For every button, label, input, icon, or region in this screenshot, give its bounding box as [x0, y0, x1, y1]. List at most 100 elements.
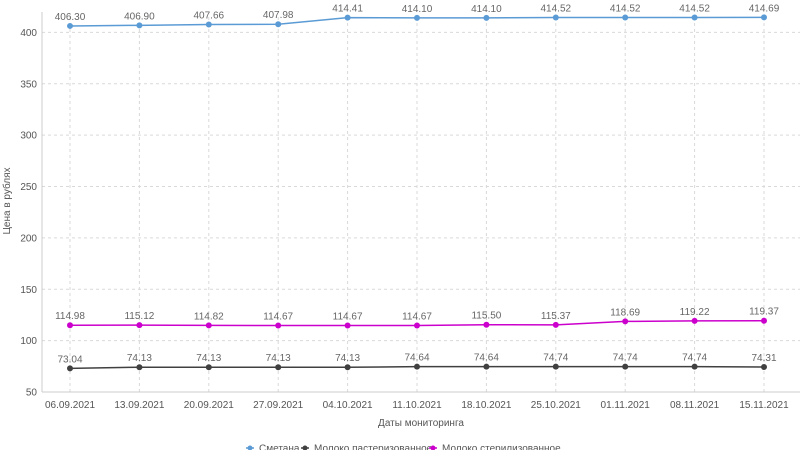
x-tick-label: 06.09.2021 — [45, 400, 95, 411]
data-label: 74.64 — [404, 353, 429, 364]
data-point — [136, 22, 143, 29]
data-label: 406.30 — [55, 12, 86, 23]
data-label: 406.90 — [124, 11, 155, 22]
data-point — [205, 364, 212, 371]
y-axis-title: Цена в рублях — [1, 167, 13, 234]
y-tick-label: 200 — [20, 233, 37, 244]
data-label: 74.13 — [127, 353, 152, 364]
data-point — [761, 14, 767, 21]
data-point — [275, 364, 282, 371]
y-tick-label: 300 — [20, 131, 37, 142]
legend-label: Молоко пастеризованное — [314, 444, 433, 450]
data-point — [552, 363, 559, 370]
x-tick-label: 04.10.2021 — [323, 400, 373, 411]
data-label: 74.13 — [335, 353, 360, 364]
data-point — [275, 322, 282, 329]
data-label: 114.98 — [55, 311, 85, 322]
grid — [42, 17, 800, 393]
data-point — [136, 364, 143, 371]
data-label: 114.67 — [333, 312, 363, 323]
data-label: 414.41 — [332, 4, 363, 15]
data-label: 74.74 — [543, 353, 568, 364]
y-axis: 50 100 150 200 250 300 350 400 — [20, 12, 43, 399]
x-tick-label: 27.09.2021 — [253, 400, 303, 411]
x-axis: 06.09.2021 13.09.2021 20.09.2021 27.09.2021… — [42, 391, 800, 411]
x-tick-label: 18.10.2021 — [461, 400, 511, 411]
data-label: 119.37 — [749, 307, 779, 318]
series-group — [67, 14, 767, 372]
data-point — [552, 321, 559, 328]
data-label: 74.13 — [196, 353, 221, 364]
data-point — [761, 317, 767, 324]
data-point — [136, 322, 143, 329]
data-point — [205, 322, 212, 329]
data-point — [344, 364, 351, 371]
x-tick-label: 11.10.2021 — [392, 400, 442, 411]
data-label: 114.82 — [194, 311, 224, 322]
data-point — [205, 21, 212, 28]
x-tick-label: 08.11.2021 — [670, 400, 720, 411]
legend-item[interactable]: Сметана — [246, 444, 300, 450]
series-1 — [67, 14, 767, 29]
data-point — [622, 318, 629, 325]
data-label: 74.74 — [613, 353, 638, 364]
data-labels: 406.30 406.90 407.66 407.98 414.41 414.10 414.… — [55, 3, 780, 365]
data-point — [414, 14, 420, 21]
series-2 — [67, 363, 767, 372]
y-tick-label: 150 — [20, 285, 37, 296]
data-label: 114.67 — [263, 312, 293, 323]
x-tick-label: 25.10.2021 — [531, 400, 581, 411]
data-point — [344, 322, 351, 329]
legend-item[interactable]: Молоко пастеризованное — [301, 444, 433, 450]
data-label: 407.66 — [194, 11, 225, 22]
data-label: 74.74 — [682, 353, 707, 364]
data-label: 74.31 — [751, 353, 776, 364]
data-label: 115.50 — [471, 311, 501, 322]
data-point — [483, 14, 490, 21]
data-point — [414, 322, 420, 329]
data-label: 118.69 — [610, 307, 640, 318]
data-label: 74.13 — [266, 353, 291, 364]
data-point — [691, 317, 698, 324]
data-point — [761, 364, 767, 371]
data-point — [622, 14, 629, 21]
data-point — [67, 22, 73, 29]
x-tick-label: 15.11.2021 — [739, 400, 789, 411]
data-label: 414.10 — [402, 4, 433, 15]
y-tick-label: 400 — [20, 28, 37, 39]
legend-swatch-marker — [302, 445, 308, 450]
data-point — [691, 14, 698, 21]
x-tick-label: 20.09.2021 — [184, 400, 234, 411]
data-point — [67, 322, 73, 329]
data-label: 74.64 — [474, 353, 499, 364]
data-point — [483, 363, 490, 370]
legend-label: Сметана — [259, 444, 300, 450]
data-label: 73.04 — [57, 354, 82, 365]
data-point — [67, 365, 73, 372]
data-label: 414.52 — [679, 3, 710, 14]
legend-swatch-marker — [247, 445, 253, 450]
legend-item[interactable]: Молоко стерилизованное — [429, 444, 561, 450]
x-tick-label: 13.09.2021 — [114, 400, 164, 411]
data-label: 115.37 — [541, 311, 571, 322]
x-axis-title: Даты мониторинга — [378, 418, 464, 429]
series-3 — [67, 317, 767, 329]
data-label: 414.69 — [749, 3, 780, 14]
data-point — [552, 14, 559, 21]
data-label: 407.98 — [263, 10, 294, 21]
data-label: 119.22 — [680, 307, 710, 318]
data-label: 114.67 — [402, 312, 432, 323]
x-tick-label: 01.11.2021 — [601, 400, 651, 411]
data-label: 115.12 — [124, 311, 154, 322]
y-tick-label: 100 — [20, 336, 37, 347]
data-point — [483, 321, 490, 328]
data-point — [275, 21, 282, 28]
data-label: 414.52 — [541, 3, 572, 14]
data-point — [622, 363, 629, 370]
legend-swatch-marker — [430, 445, 436, 450]
data-point — [344, 14, 351, 21]
legend: Сметана Молоко пастеризованное Молоко стер… — [246, 444, 561, 450]
data-label: 414.52 — [610, 3, 641, 14]
y-tick-label: 350 — [20, 79, 37, 90]
